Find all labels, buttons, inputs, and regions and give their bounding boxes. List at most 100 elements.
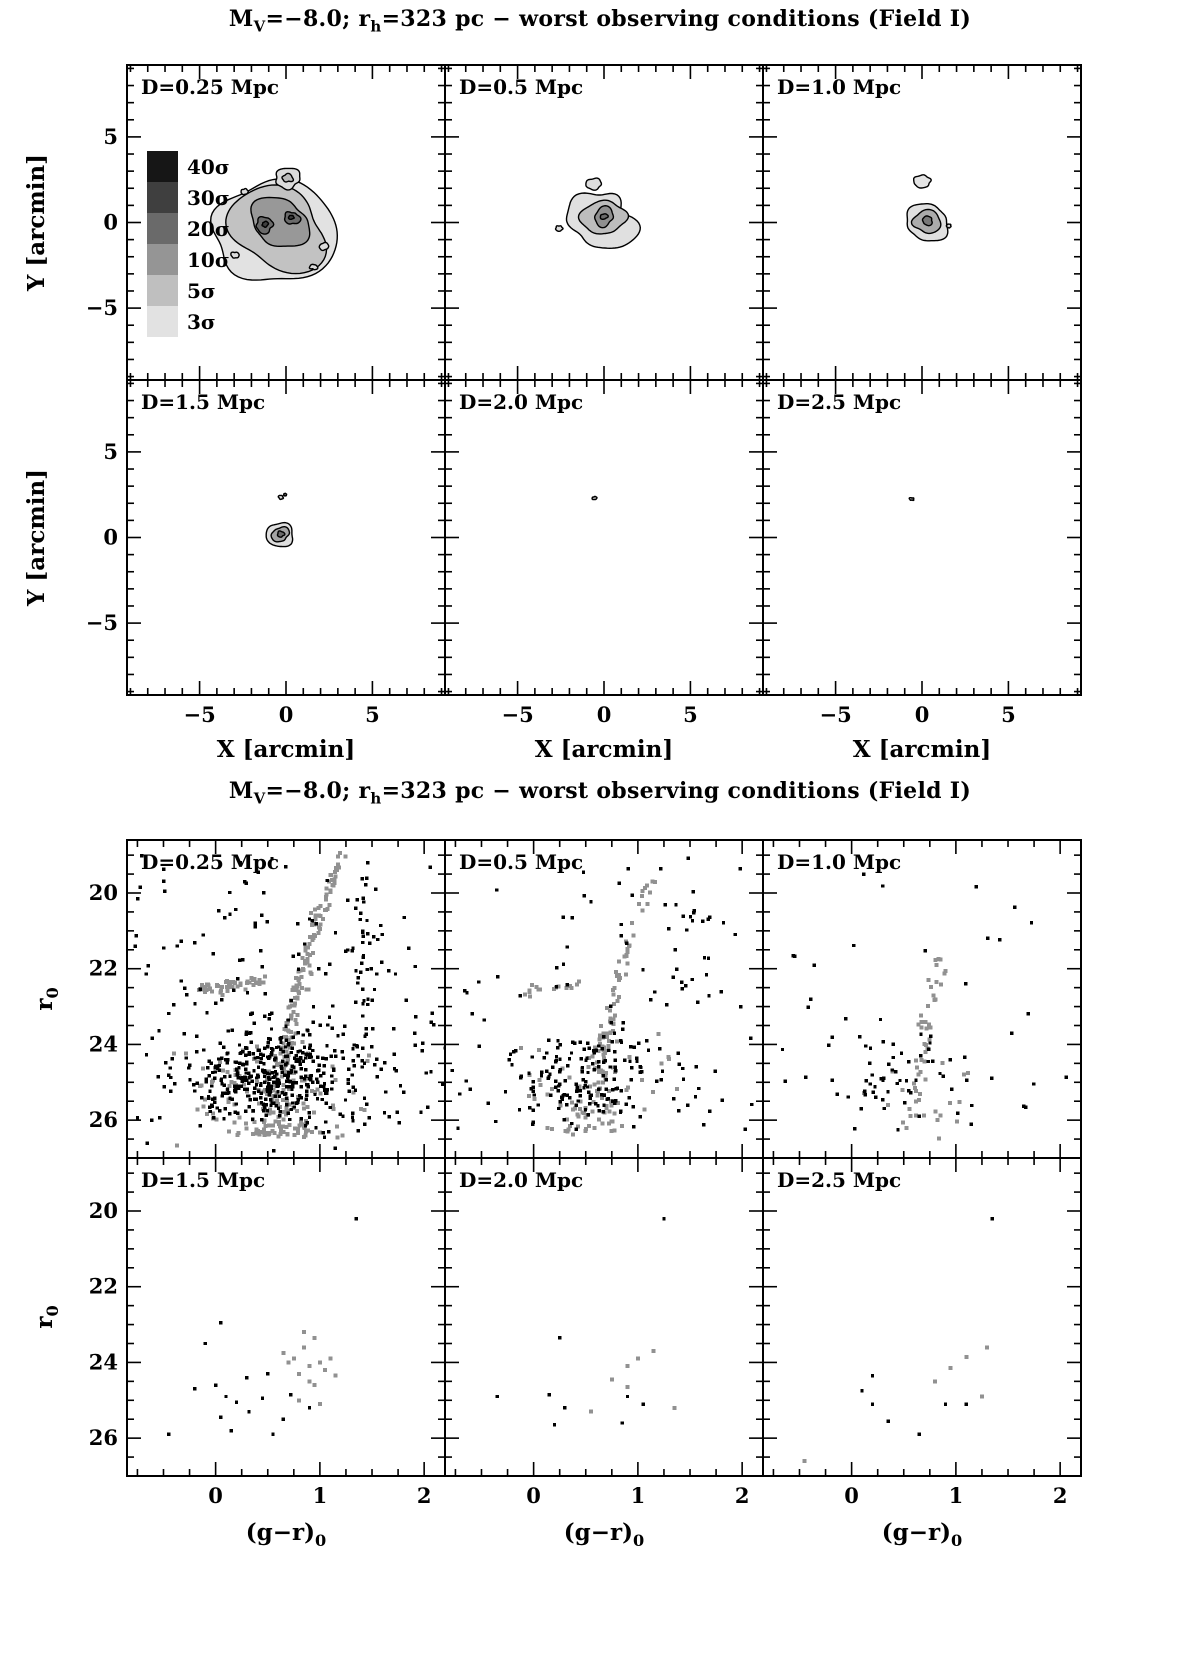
panel-distance-label: D=1.0 Mpc	[777, 75, 901, 99]
x-tick-label: 1	[631, 1483, 646, 1508]
x-axis-title: X [arcmin]	[217, 736, 355, 763]
contour-blob	[554, 225, 564, 232]
x-tick-label: 2	[417, 1483, 432, 1508]
x-tick-label: 5	[365, 702, 380, 727]
contour-blob	[230, 251, 240, 259]
y-tick-label: 5	[103, 439, 118, 464]
contour-blob	[276, 530, 286, 538]
legend-swatch	[147, 306, 178, 337]
contour-blob	[261, 220, 270, 228]
legend-label: 40σ	[187, 155, 230, 179]
x-axis-title: (g−r)0	[564, 1519, 644, 1550]
panel-distance-label: D=2.5 Mpc	[777, 390, 901, 414]
cmd-panel-4: 0 1 2 D=2.0 Mpc (g−r)0	[444, 1157, 764, 1550]
contour-blob	[277, 494, 285, 501]
panel-distance-label: D=1.5 Mpc	[141, 1168, 265, 1192]
y-tick-label: 5	[103, 124, 118, 149]
y-axis-title: r0	[31, 1305, 62, 1328]
x-tick-label: 0	[208, 1483, 223, 1508]
contour-blob	[281, 172, 295, 183]
contour-blob	[921, 215, 933, 227]
cmd-panel-3: 0 1 2 20 22 24 26 D=1.5 Mpc (g−r)0	[89, 1157, 446, 1550]
cmd-panel-1: D=0.5 Mpc	[444, 839, 764, 1159]
y-tick-label: 20	[89, 1198, 118, 1223]
panel-distance-label: D=0.25 Mpc	[141, 75, 279, 99]
top-figure-title: MV=−8.0; rh=323 pc − worst observing con…	[228, 6, 972, 36]
legend-swatch	[147, 244, 178, 275]
contour-blob	[908, 497, 915, 502]
contour-blob	[945, 223, 952, 229]
x-tick-label: 0	[915, 702, 930, 727]
contour-blob	[585, 177, 603, 191]
contour-blob	[913, 174, 932, 189]
legend-label: 5σ	[187, 279, 216, 303]
contour-blob	[287, 214, 295, 220]
contour-blob	[599, 213, 609, 220]
legend-label: 30σ	[187, 186, 230, 210]
panel-distance-label: D=0.5 Mpc	[459, 850, 583, 874]
x-tick-label: −5	[501, 702, 533, 727]
x-tick-label: 2	[735, 1483, 750, 1508]
y-axis-title: r0	[31, 987, 62, 1010]
cmd-panel-0: 20 22 24 26 D=0.25 Mpc	[89, 839, 446, 1159]
x-tick-label: 1	[313, 1483, 328, 1508]
x-axis-title: X [arcmin]	[535, 736, 673, 763]
x-axis-title: X [arcmin]	[853, 736, 991, 763]
legend-swatch	[147, 275, 178, 306]
x-tick-label: −5	[183, 702, 215, 727]
panel-distance-label: D=2.0 Mpc	[459, 1168, 583, 1192]
x-tick-label: −5	[819, 702, 851, 727]
x-tick-label: 2	[1053, 1483, 1068, 1508]
y-tick-label: −5	[86, 610, 118, 635]
contour-blob	[591, 495, 598, 501]
x-tick-label: 0	[844, 1483, 859, 1508]
x-tick-label: 0	[597, 702, 612, 727]
y-tick-label: 24	[89, 1031, 118, 1056]
y-tick-label: 0	[103, 525, 118, 550]
contour-map-grid: 5 0 −5 D=0.25 Mpc 40σ 30σ 20σ 10σ 5σ 3σ D=0.5 Mpc D…	[23, 64, 1082, 763]
cmd-panel-2: D=1.0 Mpc	[762, 839, 1082, 1159]
map-panel-0: 5 0 −5 D=0.25 Mpc 40σ 30σ 20σ 10σ 5σ 3σ	[86, 64, 446, 381]
legend-label: 3σ	[187, 310, 216, 334]
y-tick-label: 0	[103, 210, 118, 235]
legend-swatch	[147, 213, 178, 244]
legend-label: 10σ	[187, 248, 230, 272]
panel-distance-label: D=1.0 Mpc	[777, 850, 901, 874]
contour-blob	[283, 492, 288, 497]
y-axis-title: Y [arcmin]	[23, 469, 50, 607]
panel-distance-label: D=2.5 Mpc	[777, 1168, 901, 1192]
panel-distance-label: D=0.25 Mpc	[141, 850, 279, 874]
bottom-figure-title: MV=−8.0; rh=323 pc − worst observing con…	[228, 778, 972, 808]
contour-blob	[308, 263, 319, 271]
y-tick-label: 26	[89, 1425, 118, 1450]
x-axis-title: (g−r)0	[246, 1519, 326, 1550]
y-tick-label: 20	[89, 880, 118, 905]
x-axis-title: (g−r)0	[882, 1519, 962, 1550]
legend-swatch	[147, 151, 178, 182]
map-panel-5: −5 0 5 D=2.5 Mpc X [arcmin]	[762, 379, 1082, 763]
legend-label: 20σ	[187, 217, 230, 241]
contour-blob	[240, 187, 249, 196]
x-tick-label: 5	[1001, 702, 1016, 727]
x-tick-label: 5	[683, 702, 698, 727]
y-axis-title: Y [arcmin]	[23, 154, 50, 292]
contour-blob	[318, 241, 330, 252]
map-panel-3: −5 0 5 5 0 −5 D=1.5 Mpc X [arcmin]	[86, 379, 446, 763]
y-tick-label: 22	[89, 1274, 118, 1299]
x-tick-label: 0	[526, 1483, 541, 1508]
y-tick-label: 22	[89, 956, 118, 981]
sigma-legend: 40σ 30σ 20σ 10σ 5σ 3σ	[147, 151, 230, 337]
legend-swatch	[147, 182, 178, 213]
panel-distance-label: D=1.5 Mpc	[141, 390, 265, 414]
y-tick-label: 26	[89, 1107, 118, 1132]
panel-distance-label: D=0.5 Mpc	[459, 75, 583, 99]
y-tick-label: −5	[86, 295, 118, 320]
map-panel-2: D=1.0 Mpc	[762, 64, 1082, 381]
x-tick-label: 1	[949, 1483, 964, 1508]
panel-distance-label: D=2.0 Mpc	[459, 390, 583, 414]
y-tick-label: 24	[89, 1349, 118, 1374]
map-panel-1: D=0.5 Mpc	[444, 64, 764, 381]
cmd-panel-5: 0 1 2 D=2.5 Mpc (g−r)0	[762, 1157, 1082, 1550]
